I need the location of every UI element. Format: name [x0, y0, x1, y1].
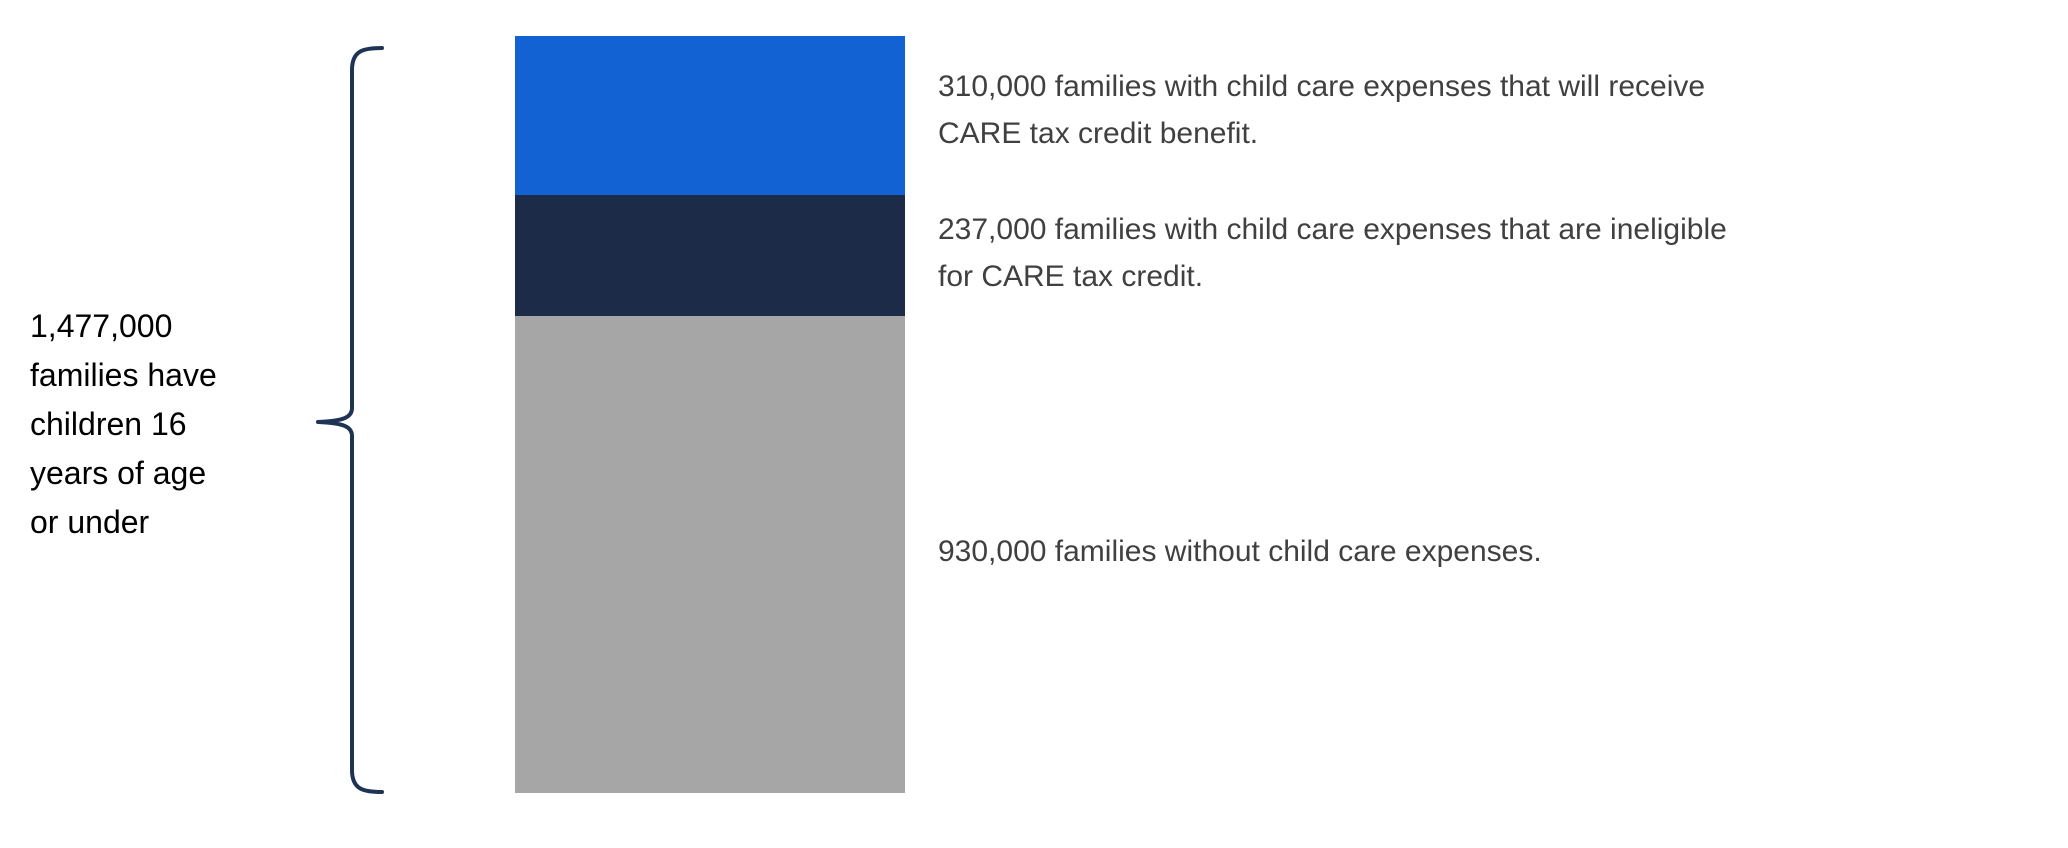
annotation-no-child-care-expenses: 930,000 families without child care expe…: [938, 535, 1542, 568]
annotation-care-credit-benefit: 310,000 families with child care expense…: [938, 70, 1706, 150]
annotation-ineligible: 237,000 families with child care expense…: [938, 213, 1727, 293]
total-families-label: 1,477,000 families have children 16 year…: [30, 308, 217, 540]
bar-segment-care-credit-benefit: [515, 36, 905, 195]
bar-segment-ineligible: [515, 194, 905, 317]
curly-brace-path: [316, 46, 384, 794]
curly-brace: [316, 46, 384, 794]
bar-segment-no-child-care-expenses: [515, 316, 905, 794]
stacked-bar: [515, 36, 905, 794]
